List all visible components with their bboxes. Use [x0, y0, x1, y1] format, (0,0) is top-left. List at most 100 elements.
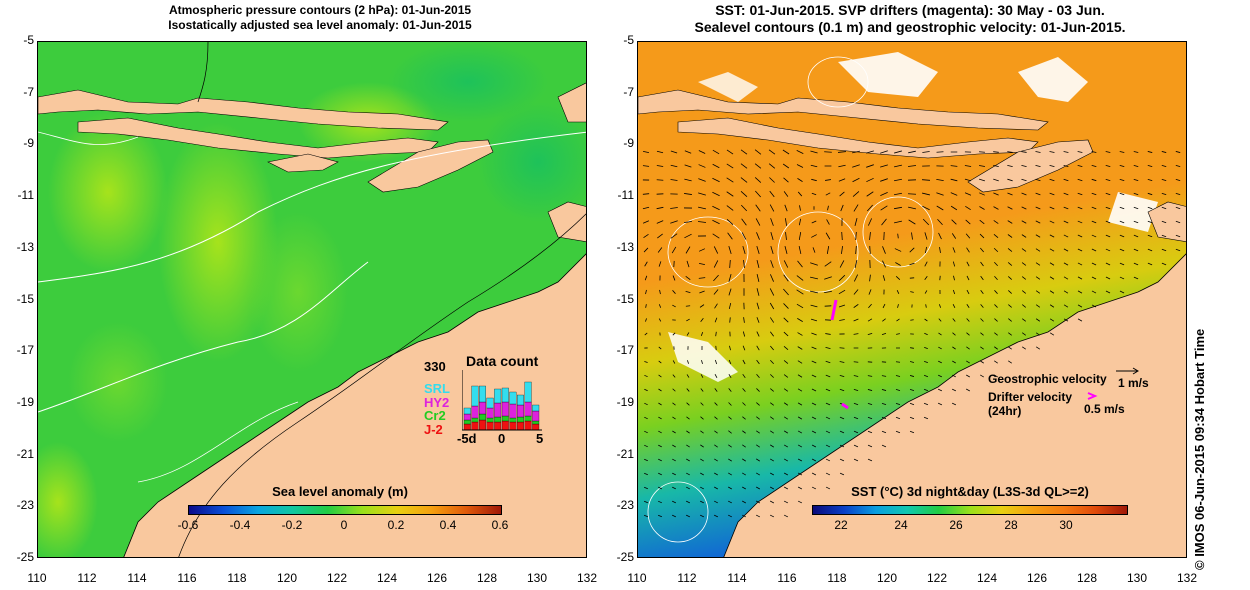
velocity-arrow — [994, 304, 998, 308]
velocity-arrow — [966, 275, 970, 281]
velocity-arrow — [852, 191, 860, 197]
velocity-arrow — [1007, 178, 1013, 182]
velocity-arrow — [953, 275, 955, 281]
velocity-arrow — [910, 347, 914, 349]
velocity-arrow — [894, 150, 902, 154]
velocity-arrow — [1091, 248, 1097, 252]
sla-tick: -0.4 — [229, 518, 251, 532]
inset-bar-segment — [471, 385, 479, 407]
velocity-arrow — [1133, 178, 1139, 182]
left-lon-tick: 128 — [476, 571, 498, 585]
right-lat-tick: -17 — [616, 343, 634, 358]
velocity-arrow — [672, 486, 676, 490]
right-lon-tick: 132 — [1176, 571, 1198, 585]
velocity-arrow — [783, 288, 789, 296]
velocity-arrow — [980, 304, 984, 308]
velocity-arrow — [728, 388, 732, 392]
legend-hy2: HY2 — [424, 395, 450, 410]
velocity-arrow — [741, 486, 747, 490]
velocity-arrow — [810, 150, 818, 154]
velocity-arrow — [994, 332, 998, 336]
velocity-arrow — [994, 261, 998, 267]
velocity-arrow — [727, 500, 733, 504]
velocity-arrow — [1147, 178, 1153, 182]
velocity-arrow — [1049, 178, 1055, 182]
velocity-arrow — [897, 304, 899, 308]
velocity-arrow — [937, 219, 943, 225]
velocity-arrow — [1105, 151, 1111, 153]
velocity-arrow — [644, 361, 648, 363]
velocity-arrow — [993, 178, 999, 182]
velocity-arrow — [1007, 276, 1013, 280]
velocity-arrow — [714, 317, 718, 323]
velocity-arrow — [810, 318, 818, 322]
velocity-arrow — [938, 360, 942, 364]
velocity-arrow — [853, 402, 859, 406]
velocity-arrow — [938, 318, 942, 322]
velocity-arrow — [768, 149, 776, 155]
velocity-arrow — [656, 165, 664, 167]
velocity-arrow — [770, 416, 774, 420]
velocity-arrow — [950, 178, 958, 182]
velocity-arrow — [1091, 290, 1097, 294]
inset-bar-segment — [532, 404, 540, 412]
velocity-arrow — [880, 192, 888, 196]
velocity-arrow — [924, 232, 928, 240]
velocity-arrow — [785, 218, 787, 226]
left-lat-tick: -9 — [23, 136, 34, 151]
right-lat-tick: -9 — [623, 136, 634, 151]
velocity-arrow — [895, 402, 901, 406]
velocity-arrow — [866, 191, 874, 197]
velocity-arrow — [783, 274, 789, 282]
velocity-arrow — [740, 163, 748, 169]
inset-bar-segment — [532, 423, 540, 431]
left-lon-tick: 122 — [326, 571, 348, 585]
velocity-arrow — [869, 245, 871, 255]
velocity-arrow — [994, 346, 998, 350]
velocity-arrow — [895, 276, 901, 280]
velocity-arrow — [644, 261, 648, 267]
velocity-arrow — [1105, 262, 1111, 266]
velocity-arrow — [1175, 151, 1181, 153]
data-count-bars — [462, 370, 542, 431]
velocity-arrow — [1021, 346, 1027, 350]
velocity-arrow — [896, 333, 900, 335]
sla-tick: 0.2 — [387, 518, 405, 532]
velocity-arrow — [672, 374, 676, 378]
velocity-arrow — [671, 514, 677, 518]
right-lon-tick: 122 — [926, 571, 948, 585]
geostrophic-arrow-icon — [1116, 367, 1139, 375]
velocity-arrow — [672, 472, 676, 476]
velocity-arrow — [783, 360, 789, 364]
velocity-arrow — [1021, 192, 1027, 196]
velocity-arrow — [756, 246, 760, 254]
velocity-arrow — [700, 318, 704, 322]
velocity-arrow — [839, 260, 845, 268]
velocity-arrow — [1049, 318, 1055, 322]
velocity-arrow — [979, 178, 985, 182]
velocity-arrow — [1161, 262, 1167, 266]
velocity-arrow — [853, 416, 859, 420]
velocity-arrow — [642, 150, 650, 154]
inset-title: Data count — [466, 353, 539, 369]
velocity-arrow — [909, 388, 915, 392]
velocity-arrow — [1091, 165, 1097, 167]
velocity-arrow — [965, 388, 971, 392]
velocity-arrow — [838, 289, 846, 295]
velocity-arrow — [770, 218, 774, 226]
velocity-arrow — [1035, 206, 1041, 210]
velocity-arrow — [893, 192, 903, 196]
velocity-arrow — [1035, 318, 1041, 322]
velocity-arrow — [670, 179, 678, 181]
velocity-arrow — [1049, 151, 1055, 153]
velocity-arrow — [672, 458, 676, 462]
velocity-arrow — [769, 444, 775, 448]
velocity-arrow — [1049, 220, 1055, 224]
inset-bar-segment — [479, 413, 486, 421]
velocity-arrow — [714, 444, 718, 448]
velocity-arrow — [797, 444, 803, 448]
inset-bar-segment — [486, 407, 494, 419]
velocity-arrow — [756, 444, 760, 448]
velocity-arrow — [756, 345, 760, 351]
velocity-arrow — [866, 177, 874, 183]
